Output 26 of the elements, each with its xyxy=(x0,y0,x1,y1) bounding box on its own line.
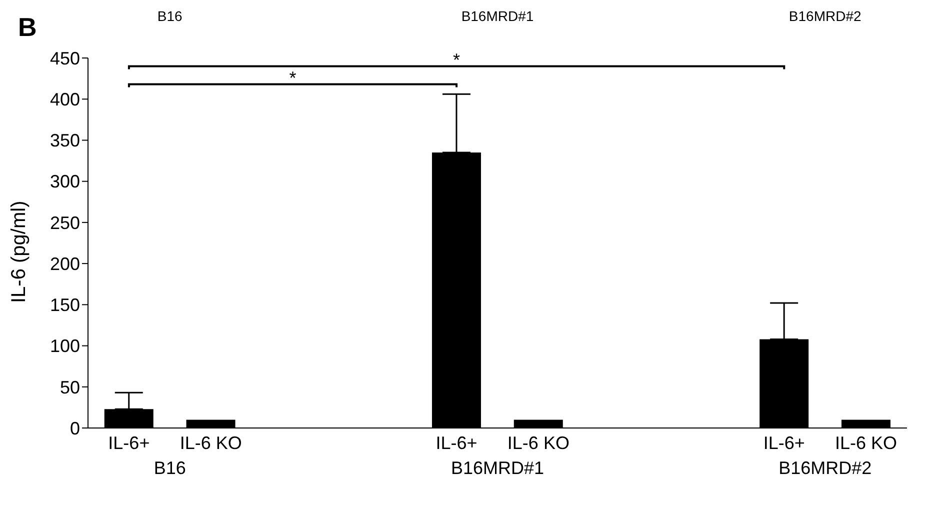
annotation: * xyxy=(289,68,296,88)
text: B16MRD#2 xyxy=(778,458,872,478)
x-tick-label: IL-6+ xyxy=(108,432,150,453)
x-tick-label: IL-6 KO xyxy=(180,432,242,453)
y-tick-label: 300 xyxy=(50,172,80,192)
y-tick-label: 150 xyxy=(50,295,80,316)
x-tick-label: IL-6 KO xyxy=(507,432,570,453)
y-tick-label: 50 xyxy=(60,377,80,398)
text: B16 xyxy=(157,8,182,24)
y-tick-label: 350 xyxy=(50,130,80,151)
y-axis-title: IL-6 (pg/ml) xyxy=(8,200,30,303)
text: B16MRD#1 xyxy=(450,458,544,478)
y-tick-label: 200 xyxy=(50,254,80,274)
x-tick-label: IL-6+ xyxy=(436,432,478,453)
x-tick-label: IL-6 KO xyxy=(835,432,898,453)
text: B xyxy=(18,12,37,42)
y-tick-label: 250 xyxy=(50,212,80,233)
y-tick-label: 400 xyxy=(50,90,80,110)
text: B16MRD#1 xyxy=(461,8,534,24)
text: B16MRD#2 xyxy=(788,8,862,24)
text: B16 xyxy=(154,458,186,478)
annotation: * xyxy=(453,50,460,70)
y-tick-label: 0 xyxy=(70,418,80,438)
y-tick-label: 100 xyxy=(50,336,80,356)
x-tick-label: IL-6+ xyxy=(763,432,805,453)
y-tick-label: 450 xyxy=(50,48,80,68)
